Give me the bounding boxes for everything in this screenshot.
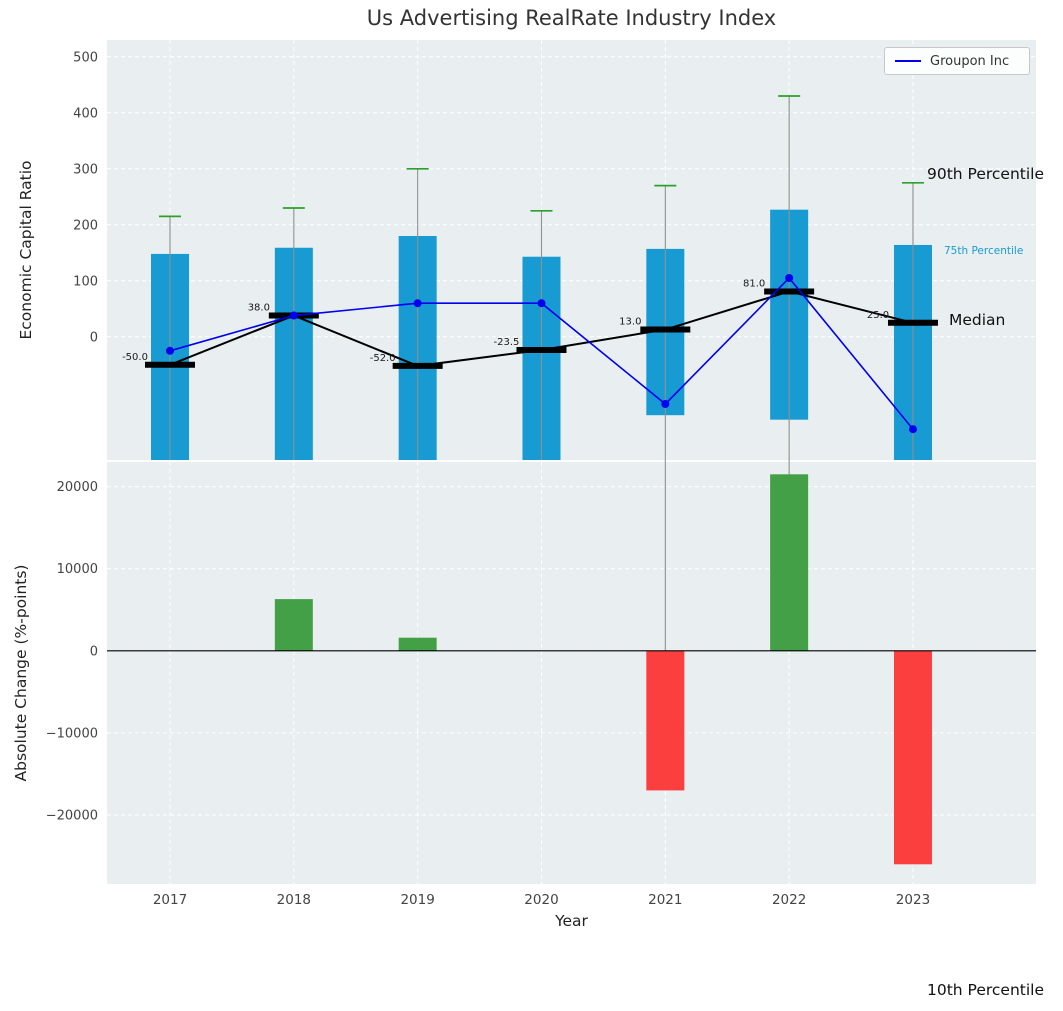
groupon-point [413,299,422,308]
median-value-label: 25.0 [867,310,889,321]
bottom-y-tick-label: −10000 [46,726,98,741]
bottom-y-tick-label: 20000 [57,480,98,495]
annotation-75th-percentile: 75th Percentile [944,245,1024,257]
median-value-label: -50.0 [122,352,148,363]
x-tick-label: 2021 [648,892,682,908]
annotation-90th-percentile: 90th Percentile [927,165,1045,183]
x-tick-label: 2020 [524,892,558,908]
positive-change-bar [770,474,809,651]
top-y-axis-label: Economic Capital Ratio [17,160,35,340]
median-value-label: -23.5 [494,337,520,348]
top-y-tick-label: 100 [73,274,98,289]
legend: Groupon Inc [884,47,1030,75]
median-value-label: -52.0 [370,353,396,364]
legend-line-sample [895,60,921,62]
chart-title: Us Advertising RealRate Industry Index [366,6,777,30]
groupon-point [785,274,794,282]
groupon-point [166,346,174,355]
groupon-point [289,311,298,320]
x-tick-label: 2019 [400,892,434,908]
positive-change-bar [398,637,437,651]
groupon-point [908,425,917,434]
top-y-tick-label: 400 [73,106,98,121]
x-tick-label: 2018 [277,892,311,908]
top-y-tick-label: 300 [73,162,98,177]
negative-change-bar [646,650,685,791]
bottom-y-tick-label: 10000 [57,562,98,577]
groupon-point [661,400,670,408]
median-value-label: 38.0 [248,303,270,314]
bottom-y-tick-label: 0 [90,644,98,659]
top-y-tick-label: 0 [90,330,98,345]
annotation-median: Median [949,311,1006,329]
median-value-label: 81.0 [743,278,765,289]
x-tick-label: 2017 [153,892,187,908]
median-value-label: 13.0 [619,317,641,328]
x-axis-label: Year [555,912,588,930]
bottom-y-tick-label: −20000 [46,809,98,824]
negative-change-bar [893,650,932,865]
groupon-point [537,299,546,308]
positive-change-bar [274,599,313,651]
x-tick-label: 2023 [896,892,930,908]
annotation-10th-percentile: 10th Percentile [927,981,1045,999]
top-y-tick-label: 500 [73,50,98,65]
x-tick-label: 2022 [772,892,806,908]
legend-label: Groupon Inc [930,53,1010,69]
bottom-y-axis-label: Absolute Change (%-points) [12,564,30,782]
top-y-tick-label: 200 [73,218,98,233]
bottom-plot-background [107,462,1036,884]
